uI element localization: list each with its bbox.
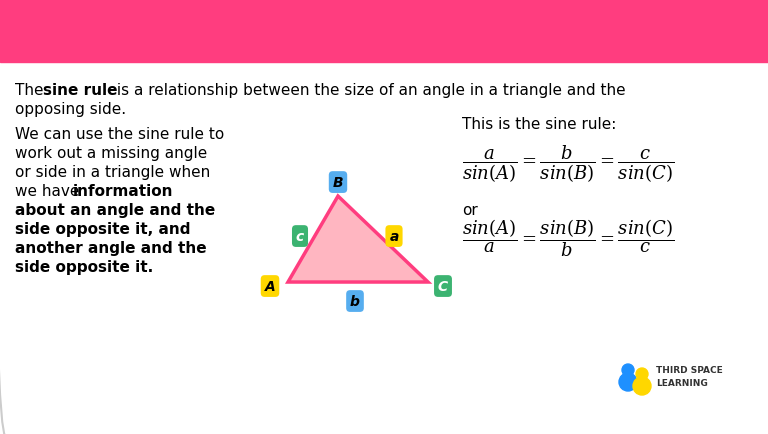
Text: another angle and the: another angle and the: [15, 240, 207, 256]
Circle shape: [636, 368, 648, 380]
Text: or: or: [462, 203, 478, 217]
Text: is a relationship between the size of an angle in a triangle and the: is a relationship between the size of an…: [112, 83, 626, 98]
Text: A: A: [265, 279, 276, 293]
Text: or side in a triangle when: or side in a triangle when: [15, 164, 210, 180]
Text: This is the sine rule:: This is the sine rule:: [462, 117, 617, 132]
Text: The: The: [15, 83, 48, 98]
Text: a: a: [389, 230, 399, 243]
Text: we have: we have: [15, 184, 84, 199]
Text: C: C: [438, 279, 448, 293]
Text: information: information: [73, 184, 174, 199]
Text: We can use the sine rule to: We can use the sine rule to: [15, 127, 224, 142]
Circle shape: [622, 364, 634, 376]
Text: THIRD SPACE
LEARNING: THIRD SPACE LEARNING: [656, 365, 723, 387]
Text: opposing side.: opposing side.: [15, 102, 126, 117]
Text: side opposite it, and: side opposite it, and: [15, 221, 190, 237]
Polygon shape: [288, 197, 428, 283]
Text: work out a missing angle: work out a missing angle: [15, 146, 207, 161]
Text: $\dfrac{sin(A)}{a} = \dfrac{sin(B)}{b} = \dfrac{sin(C)}{c}$: $\dfrac{sin(A)}{a} = \dfrac{sin(B)}{b} =…: [462, 217, 674, 258]
Circle shape: [619, 373, 637, 391]
Text: B: B: [333, 176, 343, 190]
Text: $\dfrac{a}{sin(A)} = \dfrac{b}{sin(B)} = \dfrac{c}{sin(C)}$: $\dfrac{a}{sin(A)} = \dfrac{b}{sin(B)} =…: [462, 143, 674, 184]
Text: b: b: [350, 294, 360, 308]
Text: c: c: [296, 230, 304, 243]
Circle shape: [633, 377, 651, 395]
Text: side opposite it.: side opposite it.: [15, 260, 154, 274]
Text: sine rule: sine rule: [43, 83, 118, 98]
Text: about an angle and the: about an angle and the: [15, 203, 215, 217]
Text: Sine rule: Sine rule: [17, 22, 170, 51]
